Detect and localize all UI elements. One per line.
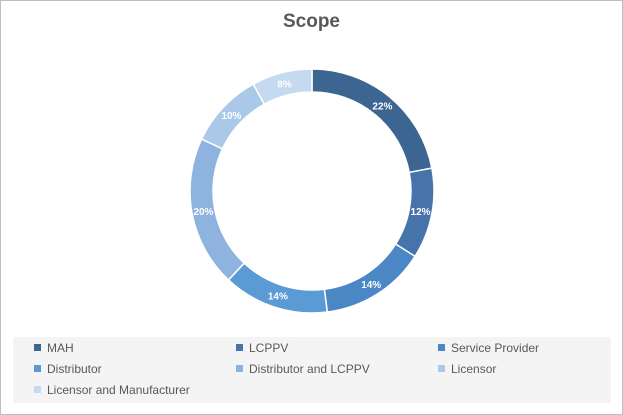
data-label-lcppv: 12% bbox=[411, 207, 431, 218]
donut-slice-distributor bbox=[227, 262, 329, 314]
legend-label: Distributor and LCPPV bbox=[249, 362, 370, 376]
donut-chart: 22% 12% 14% 14% 20% 10% 8% bbox=[189, 68, 435, 314]
data-label-distributor-and-lcppv: 20% bbox=[193, 207, 213, 218]
legend-swatch bbox=[438, 344, 445, 351]
data-label-service-provider: 14% bbox=[361, 280, 381, 291]
legend-label: Licensor bbox=[451, 362, 497, 376]
legend-label: Licensor and Manufacturer bbox=[47, 383, 190, 397]
legend-item-mah: MAH bbox=[34, 338, 74, 358]
legend-label: LCPPV bbox=[249, 341, 289, 355]
donut-slice-mah bbox=[311, 68, 433, 174]
legend-item-distributor-and-lcppv: Distributor and LCPPV bbox=[236, 359, 370, 379]
data-label-licensor: 10% bbox=[221, 111, 241, 122]
legend-swatch bbox=[34, 344, 41, 351]
legend-item-service-provider: Service Provider bbox=[438, 338, 539, 358]
donut-slice-service-provider bbox=[323, 243, 417, 313]
legend-swatch bbox=[236, 365, 243, 372]
legend-label: Distributor bbox=[47, 362, 102, 376]
legend-swatch bbox=[438, 365, 445, 372]
data-label-mah: 22% bbox=[372, 101, 392, 112]
legend-item-distributor: Distributor bbox=[34, 359, 102, 379]
chart-title: Scope bbox=[282, 11, 341, 32]
legend-swatch bbox=[34, 386, 41, 393]
legend-label: MAH bbox=[47, 341, 74, 355]
legend-swatch bbox=[236, 344, 243, 351]
legend-label: Service Provider bbox=[451, 341, 540, 355]
data-label-licensor-and-manufacturer: 8% bbox=[277, 79, 292, 90]
legend-swatch bbox=[34, 365, 41, 372]
legend-item-lcppv: LCPPV bbox=[236, 338, 288, 358]
legend: MAH LCPPV Service Provider Distributor Distr… bbox=[13, 337, 611, 403]
legend-item-licensor-and-manufacturer: Licensor and Manufacturer bbox=[34, 380, 190, 400]
donut-slice-licensor-and-manufacturer bbox=[252, 68, 313, 106]
legend-item-licensor: Licensor bbox=[438, 359, 496, 379]
data-label-distributor: 14% bbox=[268, 292, 288, 303]
